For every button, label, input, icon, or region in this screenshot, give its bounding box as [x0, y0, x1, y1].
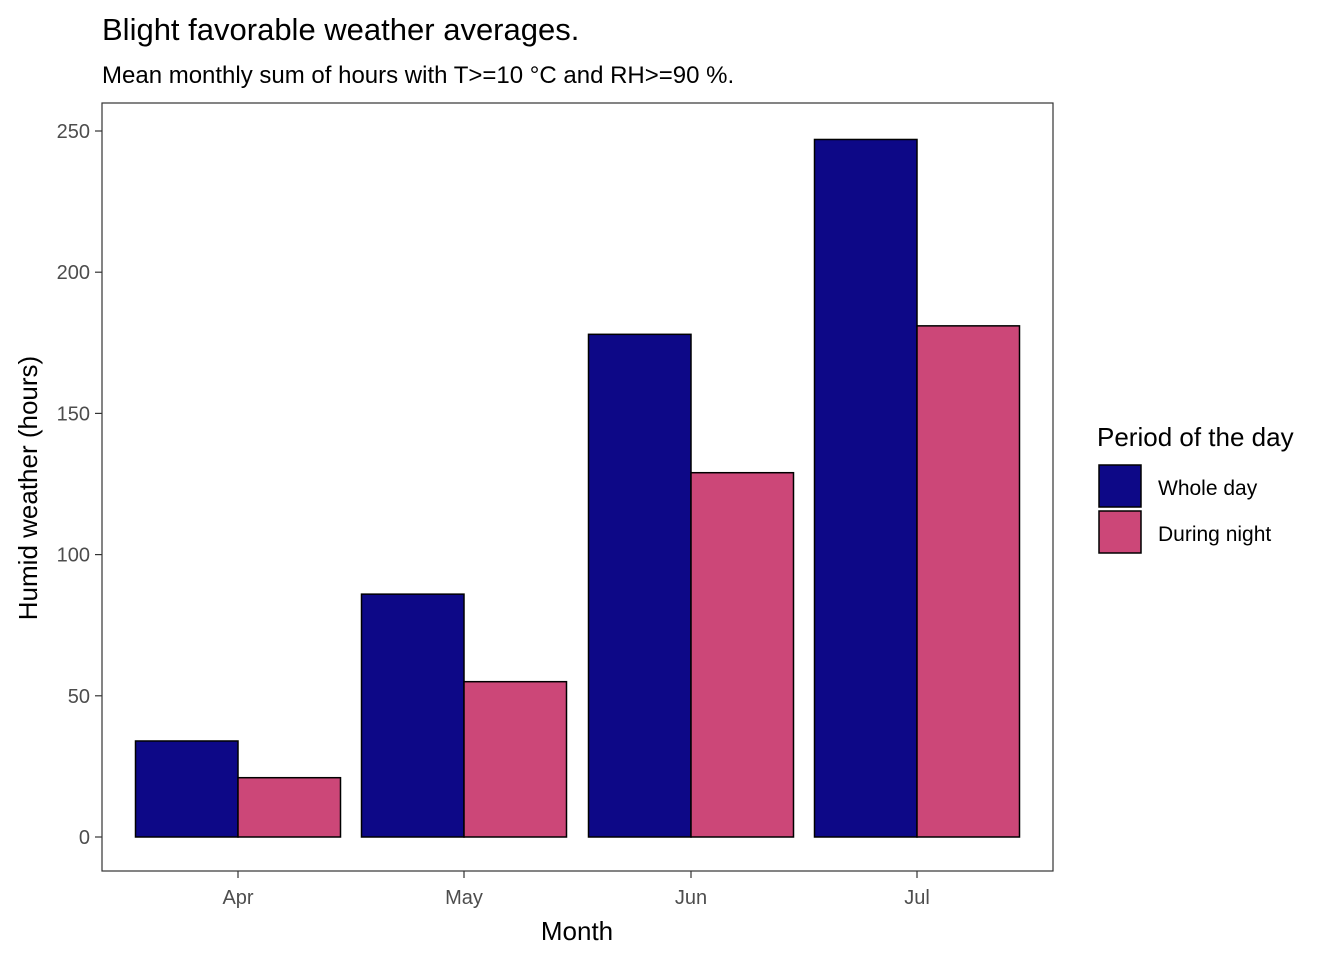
- x-tick-label: May: [445, 887, 483, 909]
- x-axis-title: Month: [541, 916, 613, 946]
- bar-jul-during-night: [916, 325, 1021, 838]
- bar-jun-during-night: [690, 471, 795, 838]
- legend-label-during-night: During night: [1158, 523, 1271, 546]
- legend-label-whole-day: Whole day: [1158, 477, 1258, 500]
- legend-title: Period of the day: [1097, 422, 1294, 452]
- legend: Period of the day Whole day During night: [1097, 422, 1294, 554]
- y-tick-label: 100: [57, 545, 90, 567]
- y-axis-title: Humid weather (hours): [13, 356, 43, 620]
- chart-title: Blight favorable weather averages.: [102, 12, 579, 47]
- bar-apr-during-night: [237, 776, 342, 838]
- y-tick-label: 200: [57, 262, 90, 284]
- chart-subtitle: Mean monthly sum of hours with T>=10 °C …: [102, 62, 734, 89]
- y-axis: 0 50 100 150 200 250: [57, 121, 102, 849]
- bar-jul-whole-day: [813, 138, 918, 838]
- x-tick-label: Apr: [222, 887, 253, 909]
- bar-apr-whole-day: [134, 740, 239, 838]
- x-tick-label: Jun: [675, 887, 707, 909]
- bar-may-whole-day: [360, 593, 465, 838]
- legend-key-whole-day: [1098, 464, 1142, 508]
- x-tick-label: Jul: [904, 887, 930, 909]
- y-tick-label: 50: [68, 686, 90, 708]
- y-tick-label: 0: [79, 827, 90, 849]
- x-axis: Apr May Jun Jul: [222, 871, 930, 909]
- y-tick-label: 250: [57, 121, 90, 143]
- bar-jun-whole-day: [587, 333, 692, 838]
- legend-key-during-night: [1098, 510, 1142, 554]
- bar-may-during-night: [463, 680, 568, 838]
- bars-layer: [134, 138, 1021, 838]
- y-tick-label: 150: [57, 403, 90, 425]
